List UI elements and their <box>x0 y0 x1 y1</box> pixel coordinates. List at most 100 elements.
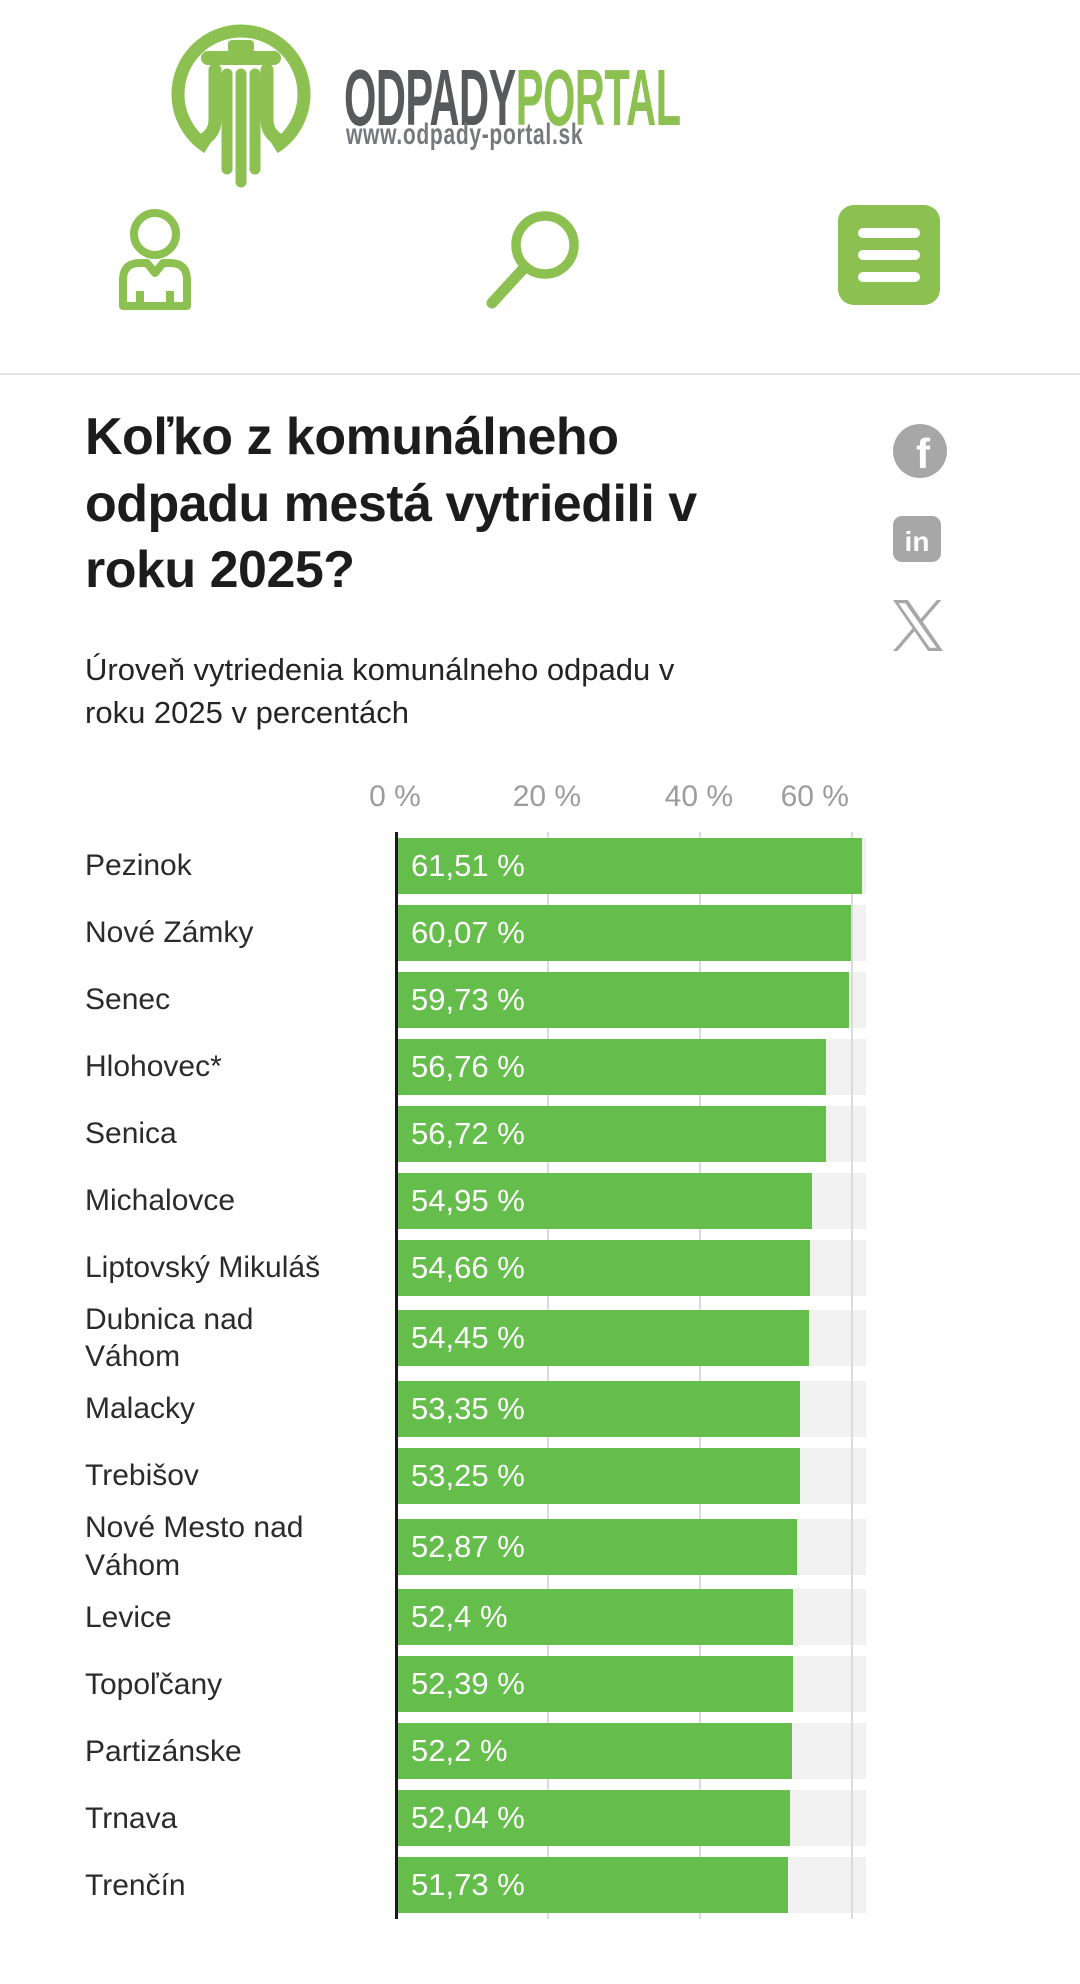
bar-value-label: 54,45 % <box>411 1320 525 1356</box>
bar-chart: 0 % 20 % 40 % 60 % Pezinok 61,51 % Nové Zámky… <box>85 768 866 1919</box>
bar-cell: 56,72 % <box>395 1105 866 1162</box>
search-icon <box>486 211 579 309</box>
bar: 51,73 % <box>395 1857 788 1914</box>
user-account-button[interactable] <box>116 206 194 310</box>
bar-track: 61,51 % <box>395 837 866 894</box>
bar-cell: 54,66 % <box>395 1239 866 1296</box>
city-label: Michalovce <box>85 1183 236 1217</box>
bar-value-label: 52,04 % <box>411 1800 525 1836</box>
header-divider <box>0 373 1080 375</box>
chart-row: Trebišov 53,25 % <box>85 1442 866 1509</box>
chart-plot-area: Pezinok 61,51 % Nové Zámky 60,07 % Senec 59,7… <box>85 832 866 1919</box>
bar-cell: 52,04 % <box>395 1790 866 1847</box>
bar: 61,51 % <box>395 837 863 894</box>
text-line: Koľko z komunálneho <box>85 408 619 466</box>
bar-track: 52,4 % <box>395 1589 866 1646</box>
chart-row: Michalovce 54,95 % <box>85 1167 866 1234</box>
chart-row: Pezinok 61,51 % <box>85 832 866 899</box>
chart-row: Partizánske 52,2 % <box>85 1718 866 1785</box>
linkedin-icon: in <box>893 516 941 562</box>
text-line: Úroveň vytriedenia komunálneho odpadu v <box>85 652 675 687</box>
bar-track: 52,87 % <box>395 1518 866 1575</box>
city-label: Senec <box>85 982 171 1016</box>
bar: 52,4 % <box>395 1589 794 1646</box>
bar: 52,87 % <box>395 1518 797 1575</box>
brand-name-primary: ODPADY <box>344 53 516 142</box>
city-label: Trebišov <box>85 1459 199 1493</box>
bar-value-label: 52,39 % <box>411 1666 525 1702</box>
bar-value-label: 56,72 % <box>411 1115 525 1151</box>
bar-cell: 51,73 % <box>395 1857 866 1914</box>
x-axis-tick-label: 40 % <box>664 780 734 813</box>
chart-row: Liptovský Mikuláš 54,66 % <box>85 1234 866 1301</box>
city-label: Dubnica nad Váhom <box>85 1303 254 1374</box>
bar-track: 52,39 % <box>395 1656 866 1713</box>
bar-cell: 52,4 % <box>395 1589 866 1646</box>
hamburger-menu-icon <box>858 228 920 238</box>
facebook-icon: f <box>893 424 947 478</box>
bar: 56,72 % <box>395 1105 826 1162</box>
chart-row: Hlohovec* 56,76 % <box>85 1033 866 1100</box>
bar-value-label: 53,25 % <box>411 1457 525 1493</box>
gridline <box>546 832 549 1919</box>
bar-value-label: 51,73 % <box>411 1867 525 1903</box>
y-axis-line <box>395 832 398 1919</box>
x-icon <box>893 600 943 651</box>
bar-track: 51,73 % <box>395 1857 866 1914</box>
bar: 52,2 % <box>395 1723 792 1780</box>
bar: 60,07 % <box>395 904 852 961</box>
x-axis-ticks: 0 % 20 % 40 % 60 % <box>85 768 866 818</box>
bar-track: 60,07 % <box>395 904 866 961</box>
bar: 59,73 % <box>395 971 849 1028</box>
city-label: Malacky <box>85 1392 196 1426</box>
bar: 53,25 % <box>395 1447 800 1504</box>
page-title: Koľko z komunálneho odpadu mestá vytriedi… <box>85 404 765 604</box>
city-label: Liptovský Mikuláš <box>85 1250 321 1284</box>
city-label: Partizánske <box>85 1734 242 1768</box>
share-buttons: f in <box>893 424 947 651</box>
bar: 56,76 % <box>395 1038 827 1095</box>
brand-name-secondary: PORTAL <box>515 53 681 142</box>
bar-value-label: 54,66 % <box>411 1249 525 1285</box>
city-label: Levice <box>85 1600 172 1634</box>
bar-cell: 61,51 % <box>395 837 866 894</box>
site-logo-link[interactable]: ODPADYPORTAL www.odpady-portal.sk <box>156 14 696 199</box>
city-label: Trnava <box>85 1801 178 1835</box>
bar-track: 59,73 % <box>395 971 866 1028</box>
chart-subtitle: Úroveň vytriedenia komunálneho odpadu v r… <box>85 648 765 735</box>
chart-row: Levice 52,4 % <box>85 1584 866 1651</box>
bar-cell: 59,73 % <box>395 971 866 1028</box>
bar-track: 54,45 % <box>395 1310 866 1367</box>
svg-text:in: in <box>905 526 930 557</box>
bar-value-label: 53,35 % <box>411 1390 525 1426</box>
facebook-share-button[interactable]: f <box>893 424 947 478</box>
bar-cell: 52,39 % <box>395 1656 866 1713</box>
bar: 54,66 % <box>395 1239 811 1296</box>
bar-track: 53,35 % <box>395 1380 866 1437</box>
gridline <box>850 832 853 1919</box>
user-icon <box>119 209 191 310</box>
bar-track: 53,25 % <box>395 1447 866 1504</box>
chart-row: Topoľčany 52,39 % <box>85 1651 866 1718</box>
bar-cell: 52,87 % <box>395 1518 866 1575</box>
city-label: Trenčín <box>85 1868 186 1902</box>
chart-row: Nové Mesto nad Váhom 52,87 % <box>85 1509 866 1583</box>
city-label: Senica <box>85 1116 177 1150</box>
hamburger-menu-button[interactable] <box>838 205 940 305</box>
brand-wordmark: ODPADYPORTAL <box>344 58 681 138</box>
x-axis-tick-label: 20 % <box>512 780 582 813</box>
chart-row: Dubnica nad Váhom 54,45 % <box>85 1301 866 1375</box>
text-line: roku 2025? <box>85 541 355 600</box>
x-axis-tick-label: 0 % <box>369 780 421 813</box>
search-button[interactable] <box>478 206 586 314</box>
trash-bin-logo-icon <box>171 24 311 188</box>
bar-track: 52,2 % <box>395 1723 866 1780</box>
gridline <box>698 832 701 1919</box>
bar-cell: 53,25 % <box>395 1447 866 1504</box>
bar-cell: 54,45 % <box>395 1310 866 1367</box>
bar: 52,39 % <box>395 1656 793 1713</box>
linkedin-share-button[interactable]: in <box>893 516 941 562</box>
text-line: roku 2025 v percentách <box>85 695 409 731</box>
x-share-button[interactable] <box>893 600 943 651</box>
x-axis-tick-label: 60 % <box>780 780 849 813</box>
